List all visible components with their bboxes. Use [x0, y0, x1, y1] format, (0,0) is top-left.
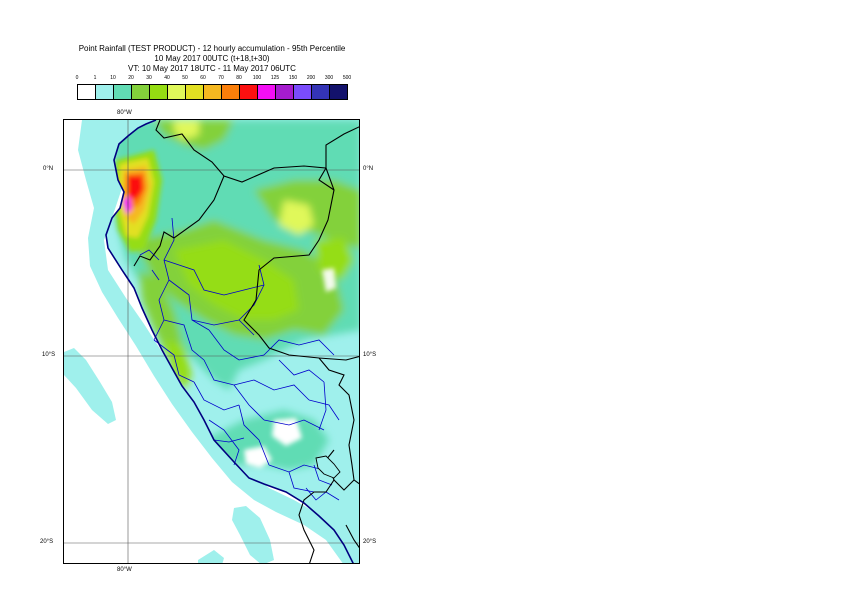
legend-level-label: 60: [200, 75, 206, 81]
offshore-blob-south2: [198, 550, 224, 563]
lat-label-right-0: 0°N: [363, 166, 374, 172]
legend-level-label: 100: [252, 75, 262, 81]
legend-level-label: 300: [324, 75, 334, 81]
lon-label-top: 80°W: [117, 110, 132, 116]
national-borders: [133, 120, 359, 563]
legend-swatch: [329, 84, 348, 100]
offshore-blob-south: [232, 506, 274, 563]
lat-label-left-1: 10°S: [42, 352, 56, 358]
legend-level-label: 40: [164, 75, 170, 81]
legend-swatch: [131, 84, 150, 100]
legend-swatch: [275, 84, 294, 100]
legend-swatch: [77, 84, 96, 100]
legend-swatch: [167, 84, 186, 100]
legend-level-label: 200: [306, 75, 316, 81]
legend-level-label: 50: [182, 75, 188, 81]
legend-level-label: 0: [75, 75, 79, 81]
legend-level-label: 30: [146, 75, 152, 81]
legend-swatch: [293, 84, 312, 100]
offshore-band-west: [64, 348, 116, 424]
legend-swatch: [239, 84, 258, 100]
coastline: [105, 120, 354, 563]
legend-swatch: [113, 84, 132, 100]
legend-swatch: [149, 84, 168, 100]
lat-label-left-2: 20°S: [40, 539, 54, 545]
legend-level-label: 20: [128, 75, 134, 81]
legend-level-label: 150: [288, 75, 298, 81]
legend-level-label: 70: [218, 75, 224, 81]
map-canvas: [64, 120, 359, 563]
offshore-band: [78, 120, 359, 563]
legend-swatch: [185, 84, 204, 100]
legend-level-label: 80: [236, 75, 242, 81]
map-title: Point Rainfall (TEST PRODUCT) - 12 hourl…: [78, 44, 346, 53]
legend-level-label: 10: [110, 75, 116, 81]
lat-label-right-2: 20°S: [363, 539, 377, 545]
legend-swatch: [257, 84, 276, 100]
legend-swatch: [95, 84, 114, 100]
legend-level-label: 1: [93, 75, 97, 81]
lon-label-bottom: 80°W: [117, 567, 132, 573]
graticule: [64, 120, 359, 563]
valid-time: VT: 10 May 2017 18UTC - 11 May 2017 06UT…: [128, 64, 296, 73]
legend-swatch: [221, 84, 240, 100]
lat-label-right-1: 10°S: [363, 352, 377, 358]
legend-swatch: [311, 84, 330, 100]
lat-label-left-0: 0°N: [43, 166, 54, 172]
legend-swatch: [203, 84, 222, 100]
legend-level-label: 125: [270, 75, 280, 81]
legend-level-label: 500: [342, 75, 352, 81]
rainfall-map: [63, 119, 360, 564]
run-time: 10 May 2017 00UTC (t+18,t+30): [154, 54, 270, 63]
lake-titicaca: [315, 455, 341, 479]
